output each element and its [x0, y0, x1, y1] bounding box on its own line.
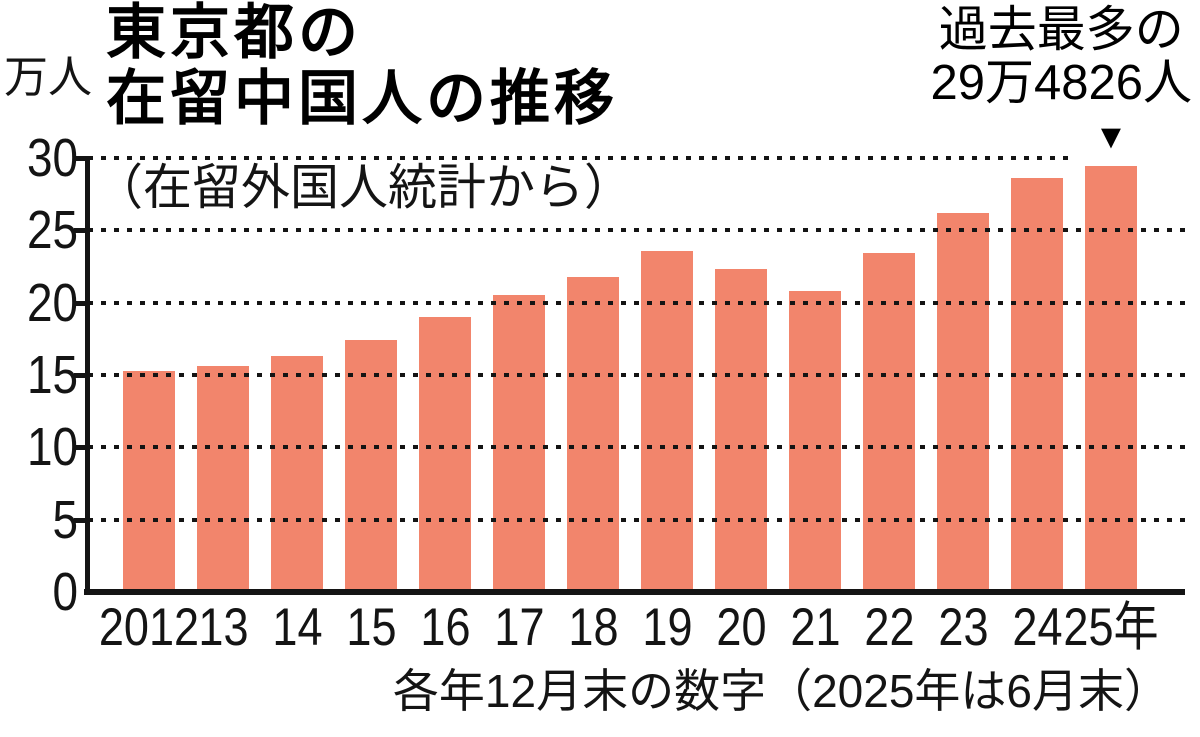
gridline-25 — [88, 228, 1185, 233]
peak-annotation: 過去最多の 29万4826人 — [930, 4, 1192, 110]
x-tick-label-20: 20 — [715, 598, 767, 657]
chart-title-line2: 在留中国人の推移 — [106, 65, 618, 132]
x-tick-label-21: 21 — [789, 598, 841, 657]
gridline-15 — [88, 373, 1185, 377]
bars-container — [88, 158, 1185, 592]
x-tick-label-19: 19 — [641, 598, 693, 657]
y-tick-label-25: 25 — [26, 200, 78, 261]
bar-20 — [715, 269, 767, 592]
y-tick-30 — [74, 156, 88, 161]
footnote: 各年12月末の数字（2025年は6月末） — [392, 665, 1170, 717]
y-tick-25 — [74, 228, 88, 234]
bar-21 — [789, 291, 841, 592]
y-tick-10 — [74, 445, 88, 451]
gridline-30 — [88, 156, 1068, 160]
peak-annotation-line2: 29万4826人 — [930, 56, 1192, 110]
x-tick-label-15: 15 — [345, 598, 397, 657]
y-tick-label-20: 20 — [26, 272, 78, 333]
bar-19 — [641, 250, 693, 592]
y-axis-labels: 0 5 10 15 20 25 30 — [0, 131, 78, 619]
peak-marker-icon: ▼ — [1094, 118, 1128, 156]
gridline-5 — [88, 517, 1185, 522]
bar-17 — [493, 295, 545, 592]
x-tick-label-2012: 2012 — [98, 598, 200, 657]
bar-22 — [863, 253, 915, 592]
y-tick-5 — [74, 517, 88, 523]
bar-15 — [345, 340, 397, 592]
x-tick-label-24: 24 — [1011, 598, 1063, 657]
bar-14 — [271, 356, 323, 592]
bar-18 — [567, 276, 619, 592]
gridline-20 — [88, 300, 1185, 305]
x-tick-label-17: 17 — [493, 598, 545, 657]
y-tick-label-30: 30 — [26, 128, 78, 188]
bar-16 — [419, 317, 471, 592]
source-note: （在留外国人統計から） — [94, 161, 634, 215]
y-tick-label-5: 5 — [52, 489, 78, 550]
x-tick-label-13: 13 — [197, 598, 249, 657]
y-tick-15 — [74, 373, 88, 378]
bar-13 — [197, 366, 249, 592]
peak-annotation-line1: 過去最多の — [938, 3, 1184, 57]
bar-24 — [1011, 178, 1063, 592]
x-axis-line — [84, 589, 1185, 595]
x-tick-label-23: 23 — [937, 598, 989, 657]
x-tick-label-16: 16 — [419, 598, 471, 657]
x-axis-labels: 2012 13 14 15 16 17 18 19 20 21 22 23 24 25年 — [88, 600, 1185, 656]
chart-title: 東京都の 在留中国人の推移 — [106, 0, 618, 132]
bar-2012 — [123, 370, 175, 592]
y-tick-20 — [74, 300, 88, 306]
x-tick-label-22: 22 — [863, 598, 915, 657]
y-axis-unit-label: 万人 — [4, 53, 92, 102]
y-tick-label-15: 15 — [26, 345, 78, 405]
plot-area: （在留外国人統計から） — [74, 156, 1185, 592]
x-tick-label-25年: 25年 — [1063, 598, 1159, 657]
x-tick-label-14: 14 — [271, 598, 323, 657]
bar-23 — [937, 212, 989, 592]
gridline-10 — [88, 445, 1185, 450]
y-tick-label-10: 10 — [26, 417, 78, 478]
y-tick-label-0: 0 — [52, 562, 78, 622]
chart-title-line1: 東京都の — [106, 0, 362, 66]
x-tick-label-18: 18 — [567, 598, 619, 657]
